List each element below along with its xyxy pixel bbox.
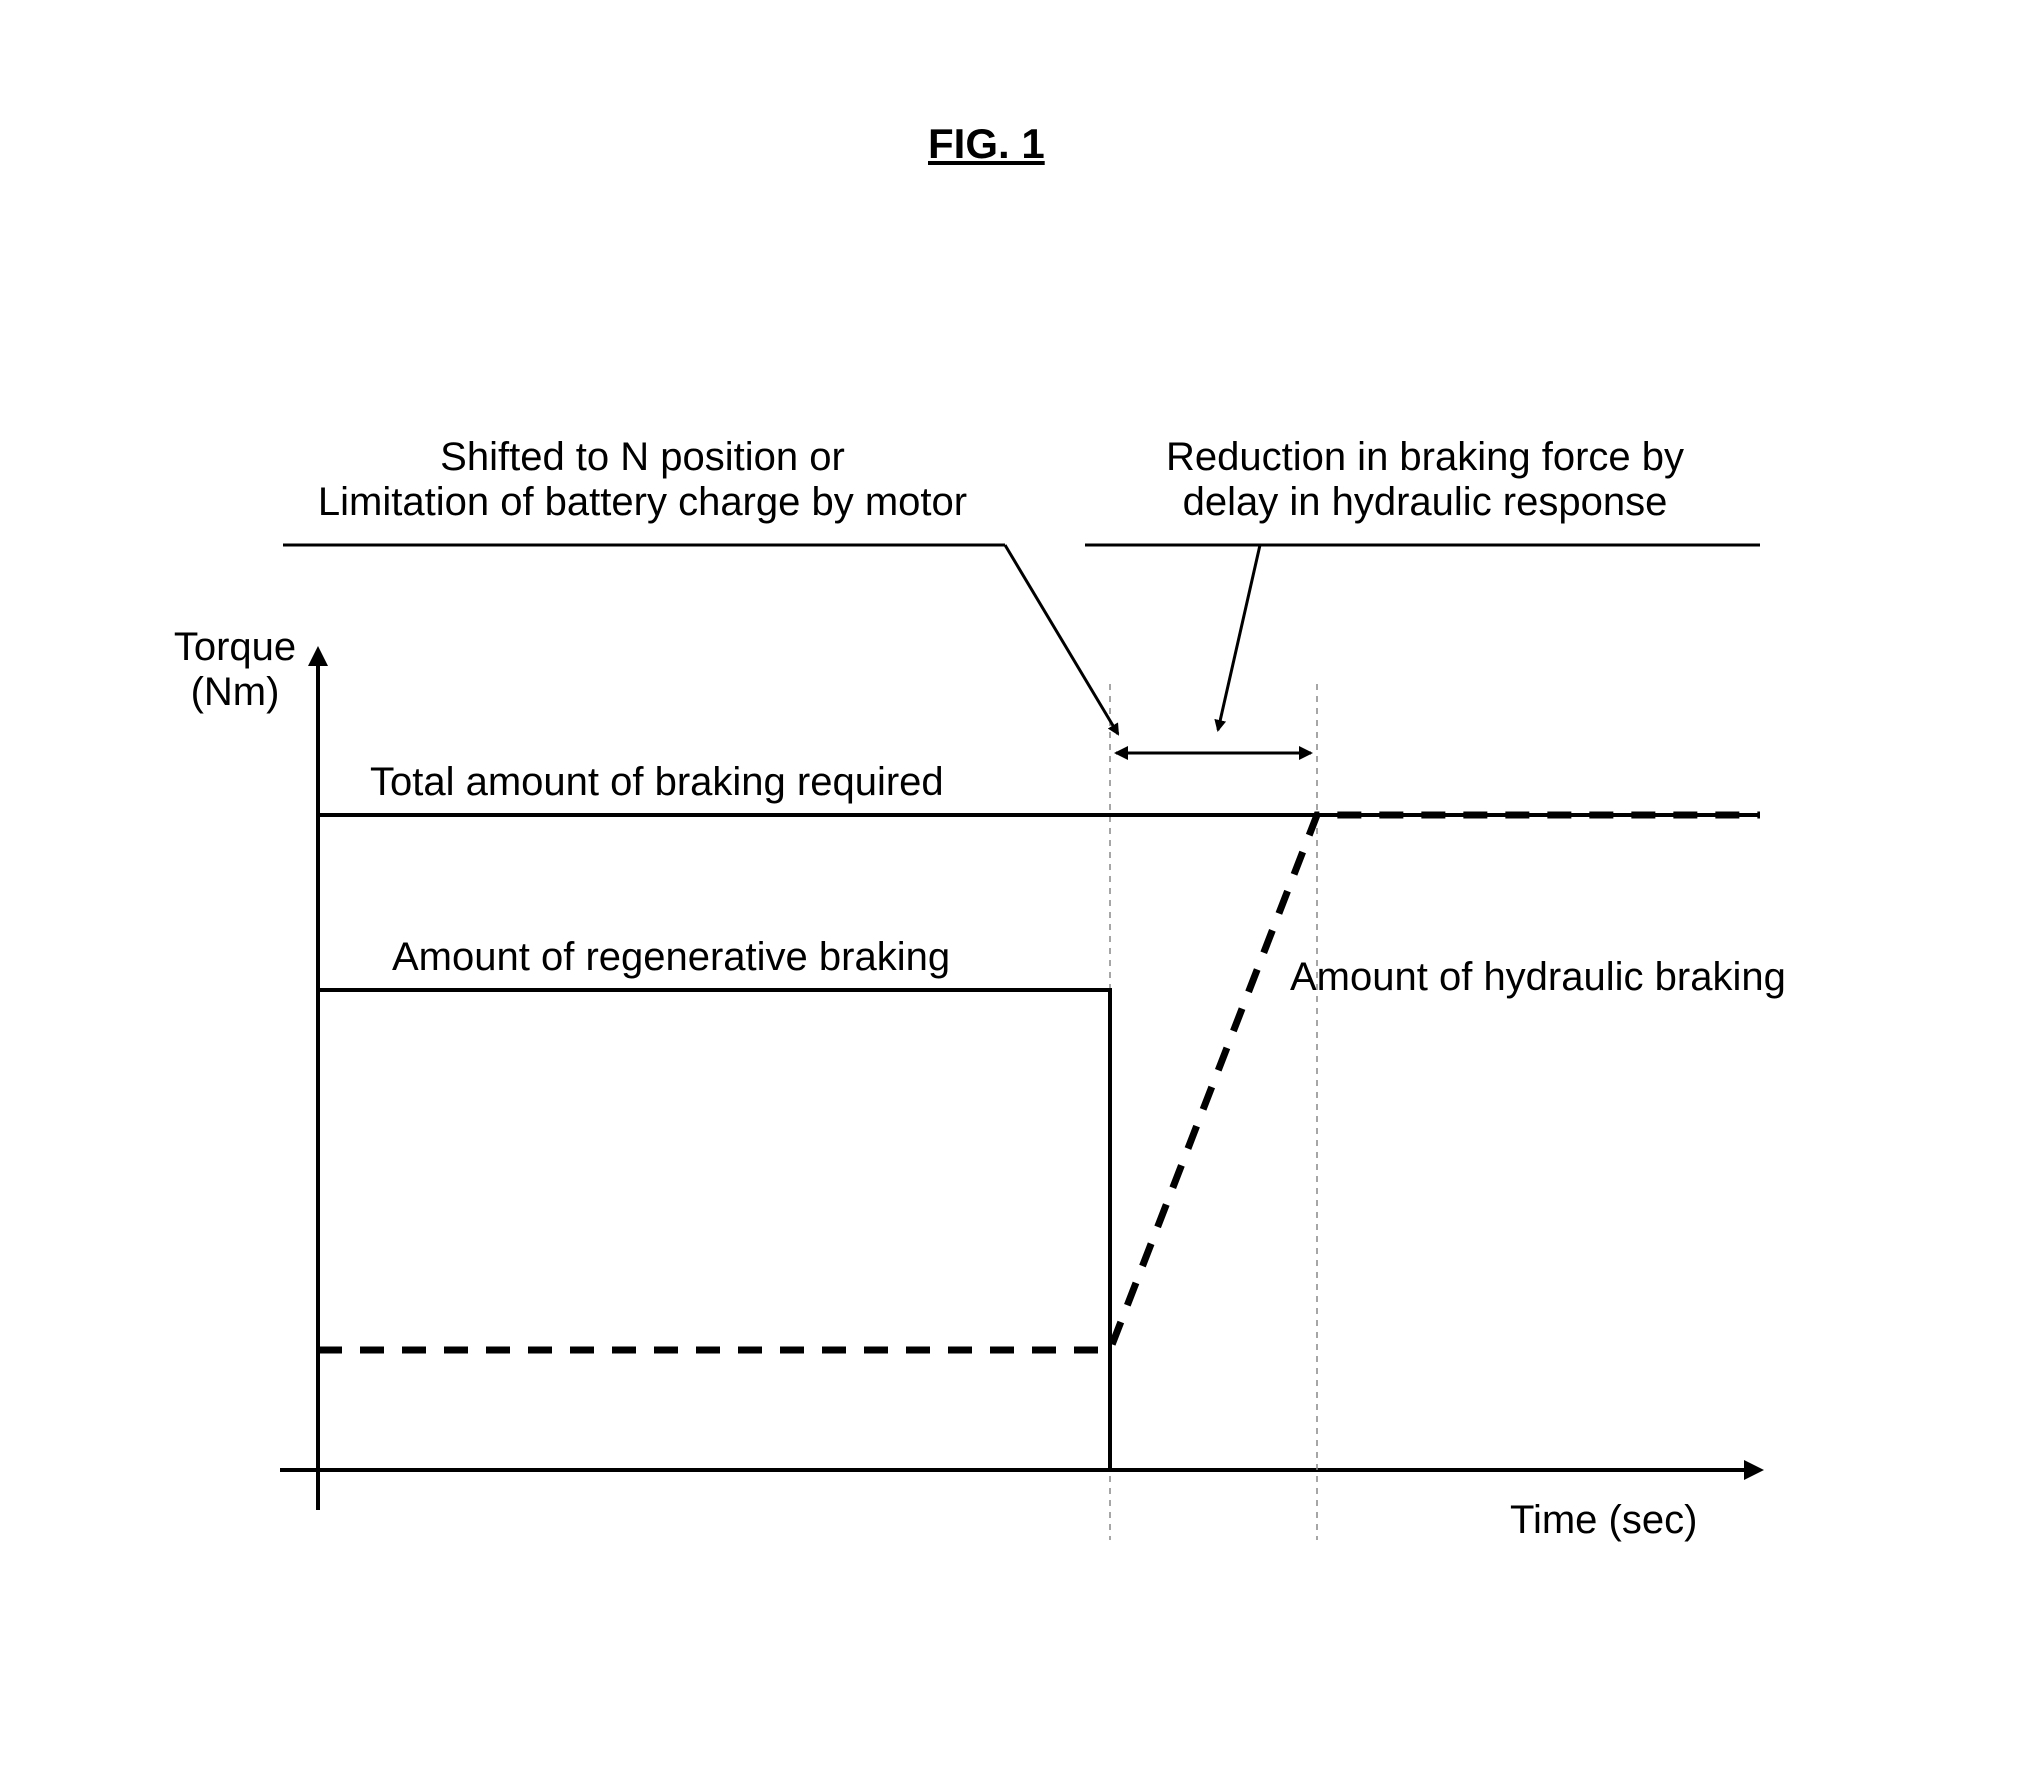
callout-left-arrow (1005, 545, 1118, 734)
hydraulic-braking-line (318, 815, 1760, 1350)
chart-svg (0, 0, 2017, 1785)
regen-braking-line (318, 990, 1110, 1470)
callout-right-arrow (1218, 545, 1260, 730)
